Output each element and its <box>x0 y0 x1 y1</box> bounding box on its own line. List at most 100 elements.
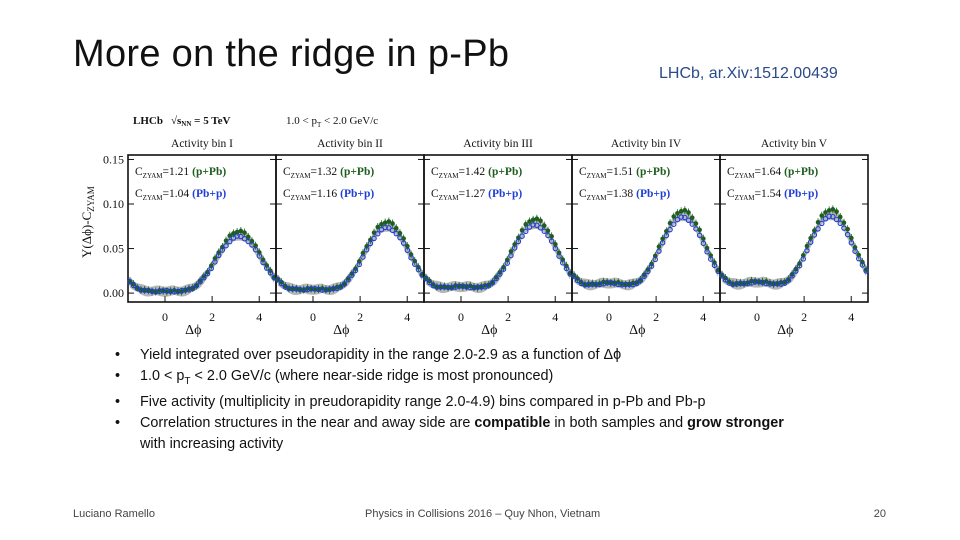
ppb-point <box>845 226 850 232</box>
ppb-point <box>375 224 381 230</box>
pbp-point <box>508 252 514 259</box>
pbp-point <box>652 256 658 263</box>
ppb-point <box>837 214 843 220</box>
pbp-point <box>386 225 392 231</box>
ppb-point <box>660 236 665 242</box>
pbp-point <box>215 252 222 259</box>
pbp-point <box>785 277 792 283</box>
ppb-point <box>382 220 388 225</box>
panel-title: Activity bin V <box>761 138 828 150</box>
reference-citation: LHCb, ar.Xiv:1512.00439 <box>659 65 838 82</box>
pt-range-rest: < 2.0 GeV/c <box>321 115 378 127</box>
pbp-point <box>793 268 799 274</box>
ppb-point <box>331 286 336 291</box>
pbp-point <box>400 240 407 246</box>
ppb-point <box>819 213 825 218</box>
y-axis-label-sub: ZYAM <box>86 186 96 212</box>
bullet-text: T <box>184 375 191 387</box>
pbp-point <box>190 285 196 292</box>
pbp-point <box>563 265 570 272</box>
ppb-point <box>849 235 854 241</box>
ppb-point <box>852 245 858 250</box>
y-tick-label: 0.00 <box>103 286 124 300</box>
czyam-value: =1.54 <box>755 188 782 200</box>
pbp-point <box>548 238 555 244</box>
legend-series-name: (Pb+p) <box>784 188 818 200</box>
legend-series-name: (p+Pb) <box>192 166 226 178</box>
pbp-point <box>367 240 374 247</box>
pbp-point <box>130 282 137 289</box>
pbp-point <box>408 254 414 261</box>
ppb-point <box>523 222 529 227</box>
ppb-point <box>675 210 680 216</box>
pbp-point <box>559 260 566 266</box>
pbp-point <box>552 245 559 252</box>
czyam-subscript: ZYAM <box>439 194 460 202</box>
pbp-point <box>404 247 411 254</box>
czyam-value: =1.64 <box>755 166 782 178</box>
legend-series-name: (p+Pb) <box>488 166 522 178</box>
pbp-point <box>227 238 233 245</box>
x-tick-label: 4 <box>552 310 558 324</box>
x-tick-label: 4 <box>404 310 410 324</box>
czyam-value: =1.32 <box>311 166 338 178</box>
ppb-point <box>527 219 532 224</box>
pbp-point <box>859 262 866 268</box>
pbp-point <box>696 232 703 239</box>
pbp-point <box>127 278 133 285</box>
legend-entry: CZYAM=1.27 (Pb+p) <box>431 188 522 202</box>
czyam-value: =1.04 <box>163 188 190 200</box>
czyam-value: =1.16 <box>311 188 338 200</box>
pbp-point <box>411 261 418 267</box>
czyam-subscript: ZYAM <box>143 172 164 180</box>
pbp-point <box>208 265 215 272</box>
ppb-point <box>227 233 233 238</box>
ppb-point <box>508 249 514 254</box>
bullet-text: < 2.0 GeV/c (where near-side ridge is mo… <box>190 368 554 384</box>
bullet-text: grow stronger <box>687 414 784 431</box>
pbp-point <box>633 280 640 287</box>
ppb-point <box>830 207 836 212</box>
pbp-point <box>201 275 207 281</box>
pbp-point <box>212 259 218 265</box>
bullet-text: Correlation structures in the near and a… <box>140 414 475 431</box>
pbp-point <box>674 216 681 223</box>
pbp-point <box>360 254 366 260</box>
pbp-point <box>241 235 248 242</box>
ppb-point <box>553 241 558 247</box>
pbp-point <box>275 276 281 283</box>
panel-title: Activity bin I <box>171 138 233 150</box>
czyam-subscript: ZYAM <box>735 194 756 202</box>
czyam-symbol: C <box>431 188 439 200</box>
pt-range-label: 1.0 < pT < 2.0 GeV/c <box>286 115 378 129</box>
czyam-subscript: ZYAM <box>587 172 608 180</box>
pbp-point <box>596 281 603 288</box>
footer-author: Luciano Ramello <box>73 508 155 520</box>
pbp-point <box>234 233 240 239</box>
legend-entry: CZYAM=1.21 (p+Pb) <box>135 166 226 180</box>
ppb-point <box>823 210 828 215</box>
pbp-point <box>337 284 344 290</box>
ppb-point <box>841 220 847 226</box>
ppb-point <box>701 236 706 241</box>
pbp-point <box>267 270 274 276</box>
pbp-point <box>345 276 351 283</box>
pbp-point <box>500 266 507 272</box>
pbp-point <box>707 256 714 262</box>
ridge-figure: LHCb √sNN = 5 TeV 1.0 < pT < 2.0 GeV/c Y(Δϕ… <box>79 115 869 338</box>
energy-label: √s <box>171 115 182 127</box>
pbp-point <box>711 262 718 269</box>
x-tick-label: 0 <box>754 310 760 324</box>
ppb-point <box>386 219 392 224</box>
pbp-point <box>389 227 396 234</box>
x-tick-label: 0 <box>310 310 316 324</box>
legend-series-name: (Pb+p) <box>192 188 226 200</box>
czyam-subscript: ZYAM <box>735 172 756 180</box>
pbp-point <box>811 232 818 238</box>
pbp-point <box>519 233 525 239</box>
pbp-point <box>822 216 829 222</box>
legend-entry: CZYAM=1.38 (Pb+p) <box>579 188 670 202</box>
